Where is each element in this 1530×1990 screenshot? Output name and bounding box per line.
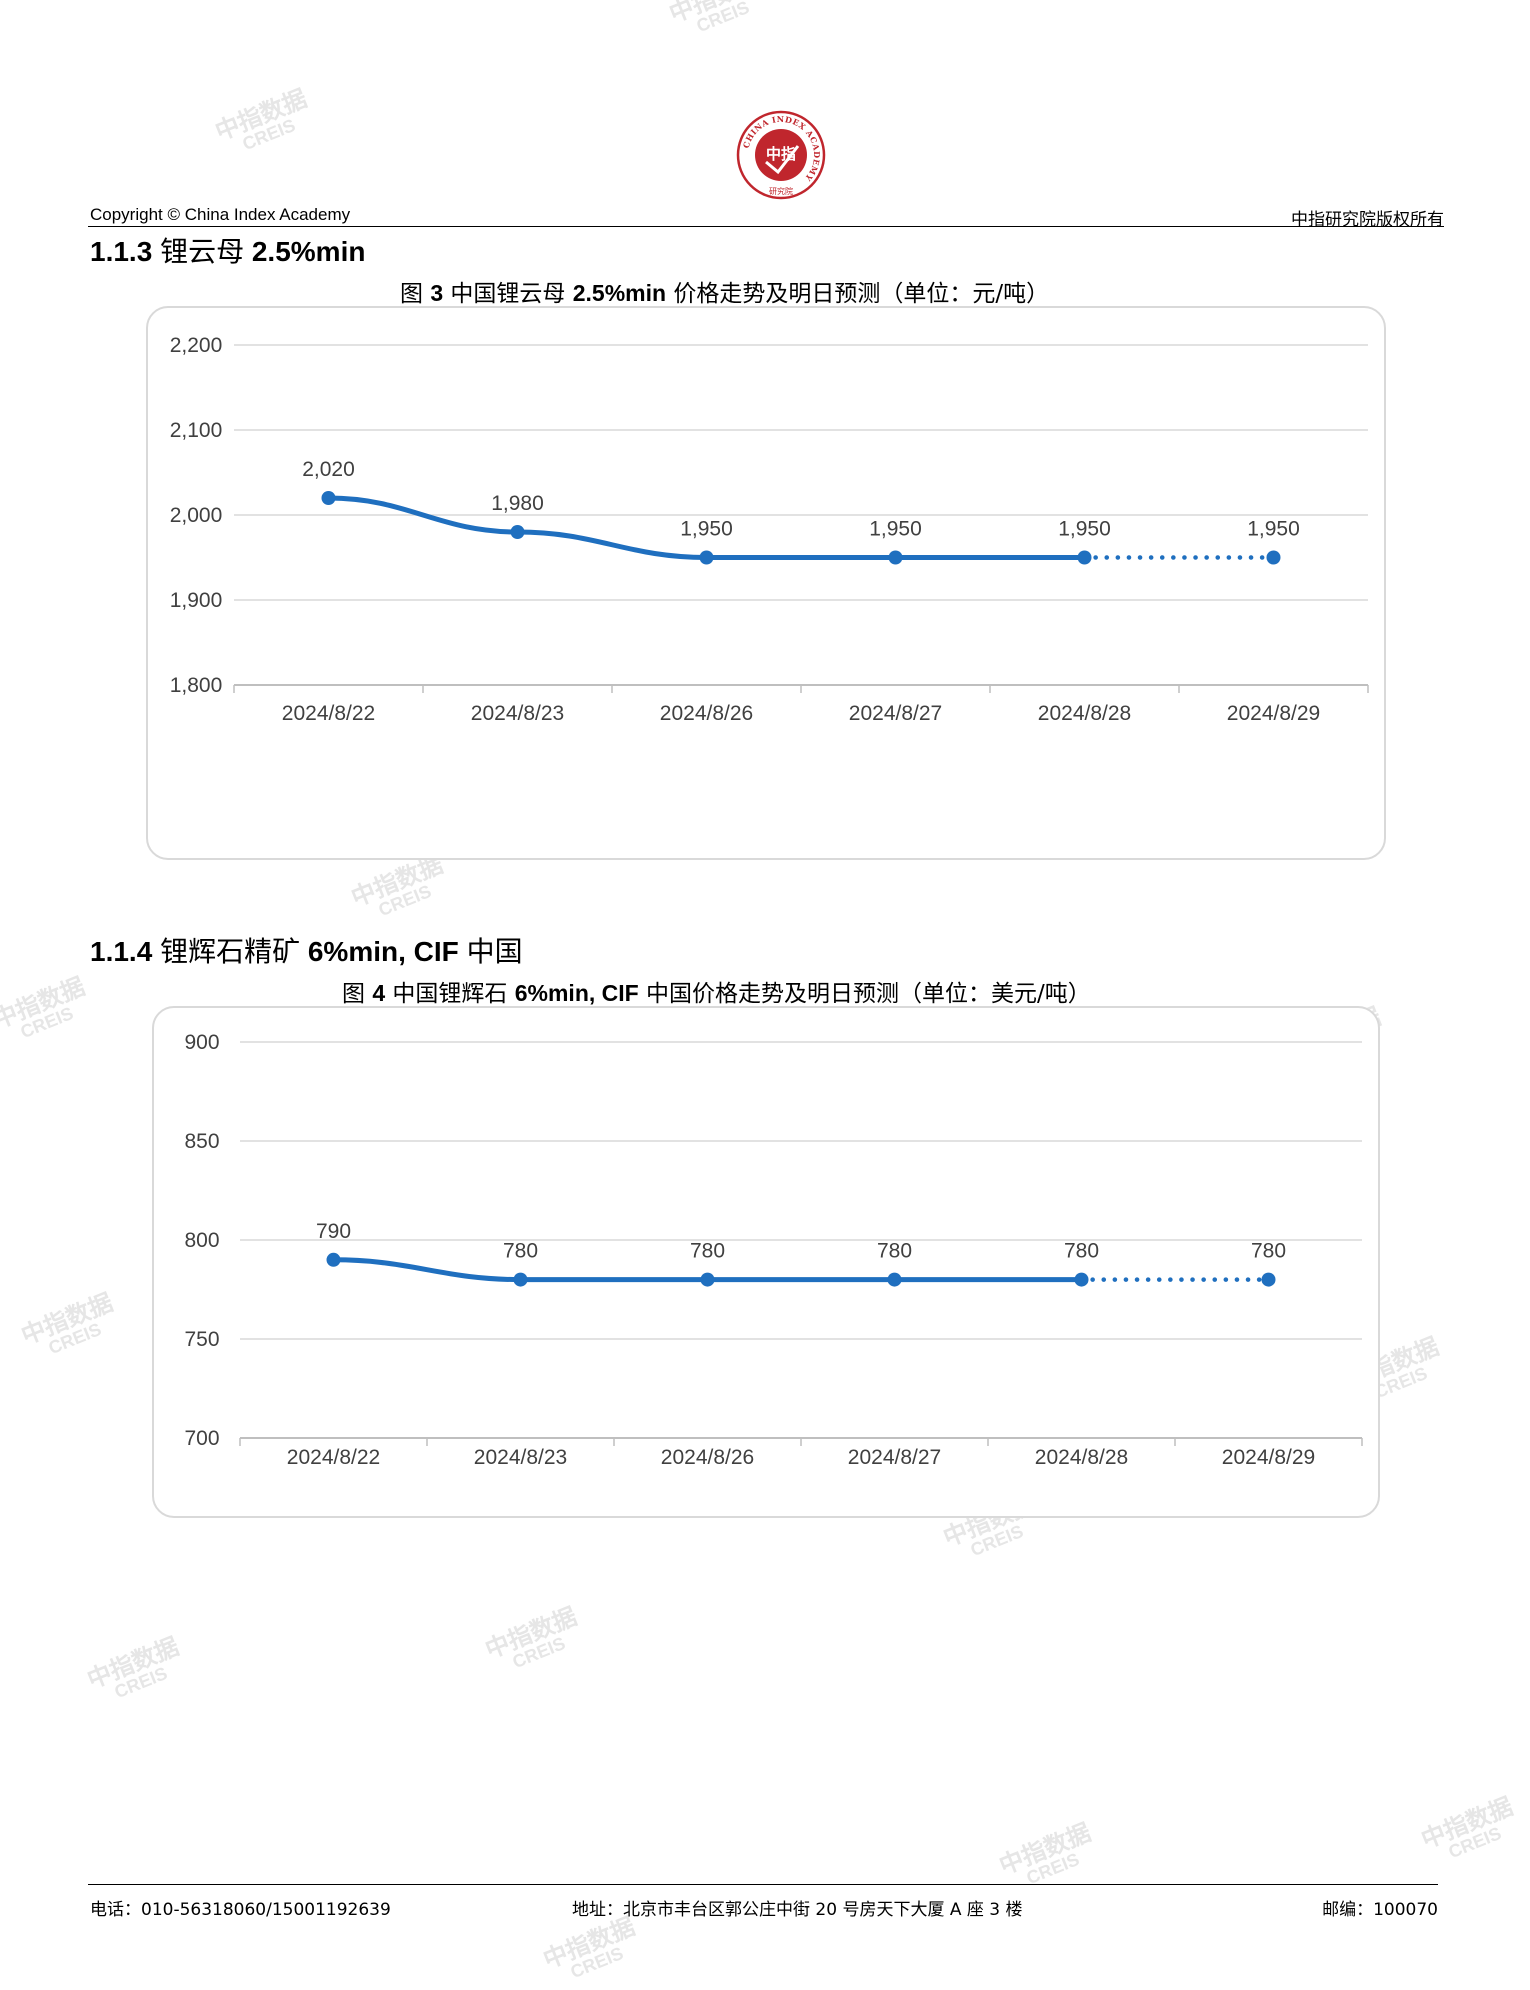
footer-divider	[88, 1884, 1438, 1885]
data-label: 780	[690, 1240, 725, 1263]
logo-bottom-text: 研究院	[769, 186, 793, 196]
data-label: 1,950	[680, 518, 733, 541]
y-tick-label: 2,100	[170, 419, 223, 442]
data-point	[699, 550, 714, 565]
x-tick-label: 2024/8/23	[474, 1446, 567, 1469]
data-label: 780	[503, 1240, 538, 1263]
data-label: 1,950	[1058, 518, 1111, 541]
data-label: 780	[877, 1240, 912, 1263]
data-label: 1,980	[491, 492, 544, 515]
y-tick-label: 2,200	[170, 334, 223, 357]
x-tick-label: 2024/8/22	[282, 702, 375, 725]
data-point	[1074, 1272, 1089, 1287]
data-point	[513, 1272, 528, 1287]
data-point	[1077, 550, 1092, 565]
data-label: 2,020	[302, 458, 355, 481]
y-tick-label: 850	[184, 1130, 219, 1153]
y-tick-label: 1,800	[170, 674, 223, 697]
data-point	[700, 1272, 715, 1287]
y-tick-label: 800	[184, 1229, 219, 1252]
chart-lepidolite-price: 1,800 1,900 2,000 2,100 2,200 2024/8/22 2024/8…	[146, 306, 1386, 860]
data-point	[888, 550, 903, 565]
data-point	[510, 525, 525, 539]
y-tick-label: 900	[184, 1031, 219, 1054]
x-tick-label: 2024/8/29	[1222, 1446, 1315, 1469]
chart-spodumene-svg: 700 750 800 850 900 2024/8/22 2024/8/23 2024/8/…	[184, 1031, 1363, 1469]
x-tick-label: 2024/8/26	[661, 1446, 754, 1469]
section-heading-1-1-3: 1.1.3 锂云母 2.5%min	[90, 235, 366, 268]
y-tick-label: 2,000	[170, 504, 223, 527]
x-tick-label: 2024/8/22	[287, 1446, 380, 1469]
data-label: 1,950	[1247, 518, 1300, 541]
china-index-academy-logo: CHINA INDEX ACADEMY 中指 研究院	[736, 110, 826, 200]
y-tick-label: 750	[184, 1328, 219, 1351]
x-tick-label: 2024/8/27	[849, 702, 942, 725]
data-point	[1261, 1272, 1276, 1287]
footer-phone: 电话：010-56318060/15001192639	[90, 1900, 391, 1920]
y-tick-label: 1,900	[170, 589, 223, 612]
rights-text: 中指研究院版权所有	[1291, 210, 1444, 230]
section-heading-1-1-4: 1.1.4 锂辉石精矿 6%min, CIF 中国	[90, 935, 523, 968]
x-tick-label: 2024/8/28	[1035, 1446, 1128, 1469]
figure-3-caption: 图 3 中国锂云母 2.5%min 价格走势及明日预测（单位：元/吨）	[400, 280, 1050, 307]
x-tick-label: 2024/8/28	[1038, 702, 1131, 725]
data-point	[1266, 550, 1281, 565]
data-point	[887, 1272, 902, 1287]
x-tick-label: 2024/8/29	[1227, 702, 1320, 725]
data-point	[321, 491, 336, 505]
chart-spodumene-price: 700 750 800 850 900 2024/8/22 2024/8/23 2024/8/…	[152, 1006, 1380, 1518]
x-tick-label: 2024/8/27	[848, 1446, 941, 1469]
header-divider	[88, 226, 1444, 227]
data-label: 780	[1064, 1240, 1099, 1263]
data-label: 790	[316, 1220, 351, 1243]
data-label: 1,950	[869, 518, 922, 541]
footer-address: 地址：北京市丰台区郭公庄中街 20 号房天下大厦 A 座 3 楼	[572, 1900, 1023, 1920]
x-tick-label: 2024/8/23	[471, 702, 564, 725]
footer-postcode: 邮编：100070	[1322, 1900, 1438, 1920]
y-tick-label: 700	[184, 1427, 219, 1450]
copyright-text: Copyright © China Index Academy	[90, 205, 351, 224]
x-tick-label: 2024/8/26	[660, 702, 753, 725]
data-label: 780	[1251, 1240, 1286, 1263]
data-point	[326, 1252, 341, 1267]
figure-4-caption: 图 4 中国锂辉石 6%min, CIF 中国价格走势及明日预测（单位：美元/吨…	[342, 980, 1091, 1007]
chart-lepidolite-svg: 1,800 1,900 2,000 2,100 2,200 2024/8/22 2024/8…	[170, 334, 1369, 725]
